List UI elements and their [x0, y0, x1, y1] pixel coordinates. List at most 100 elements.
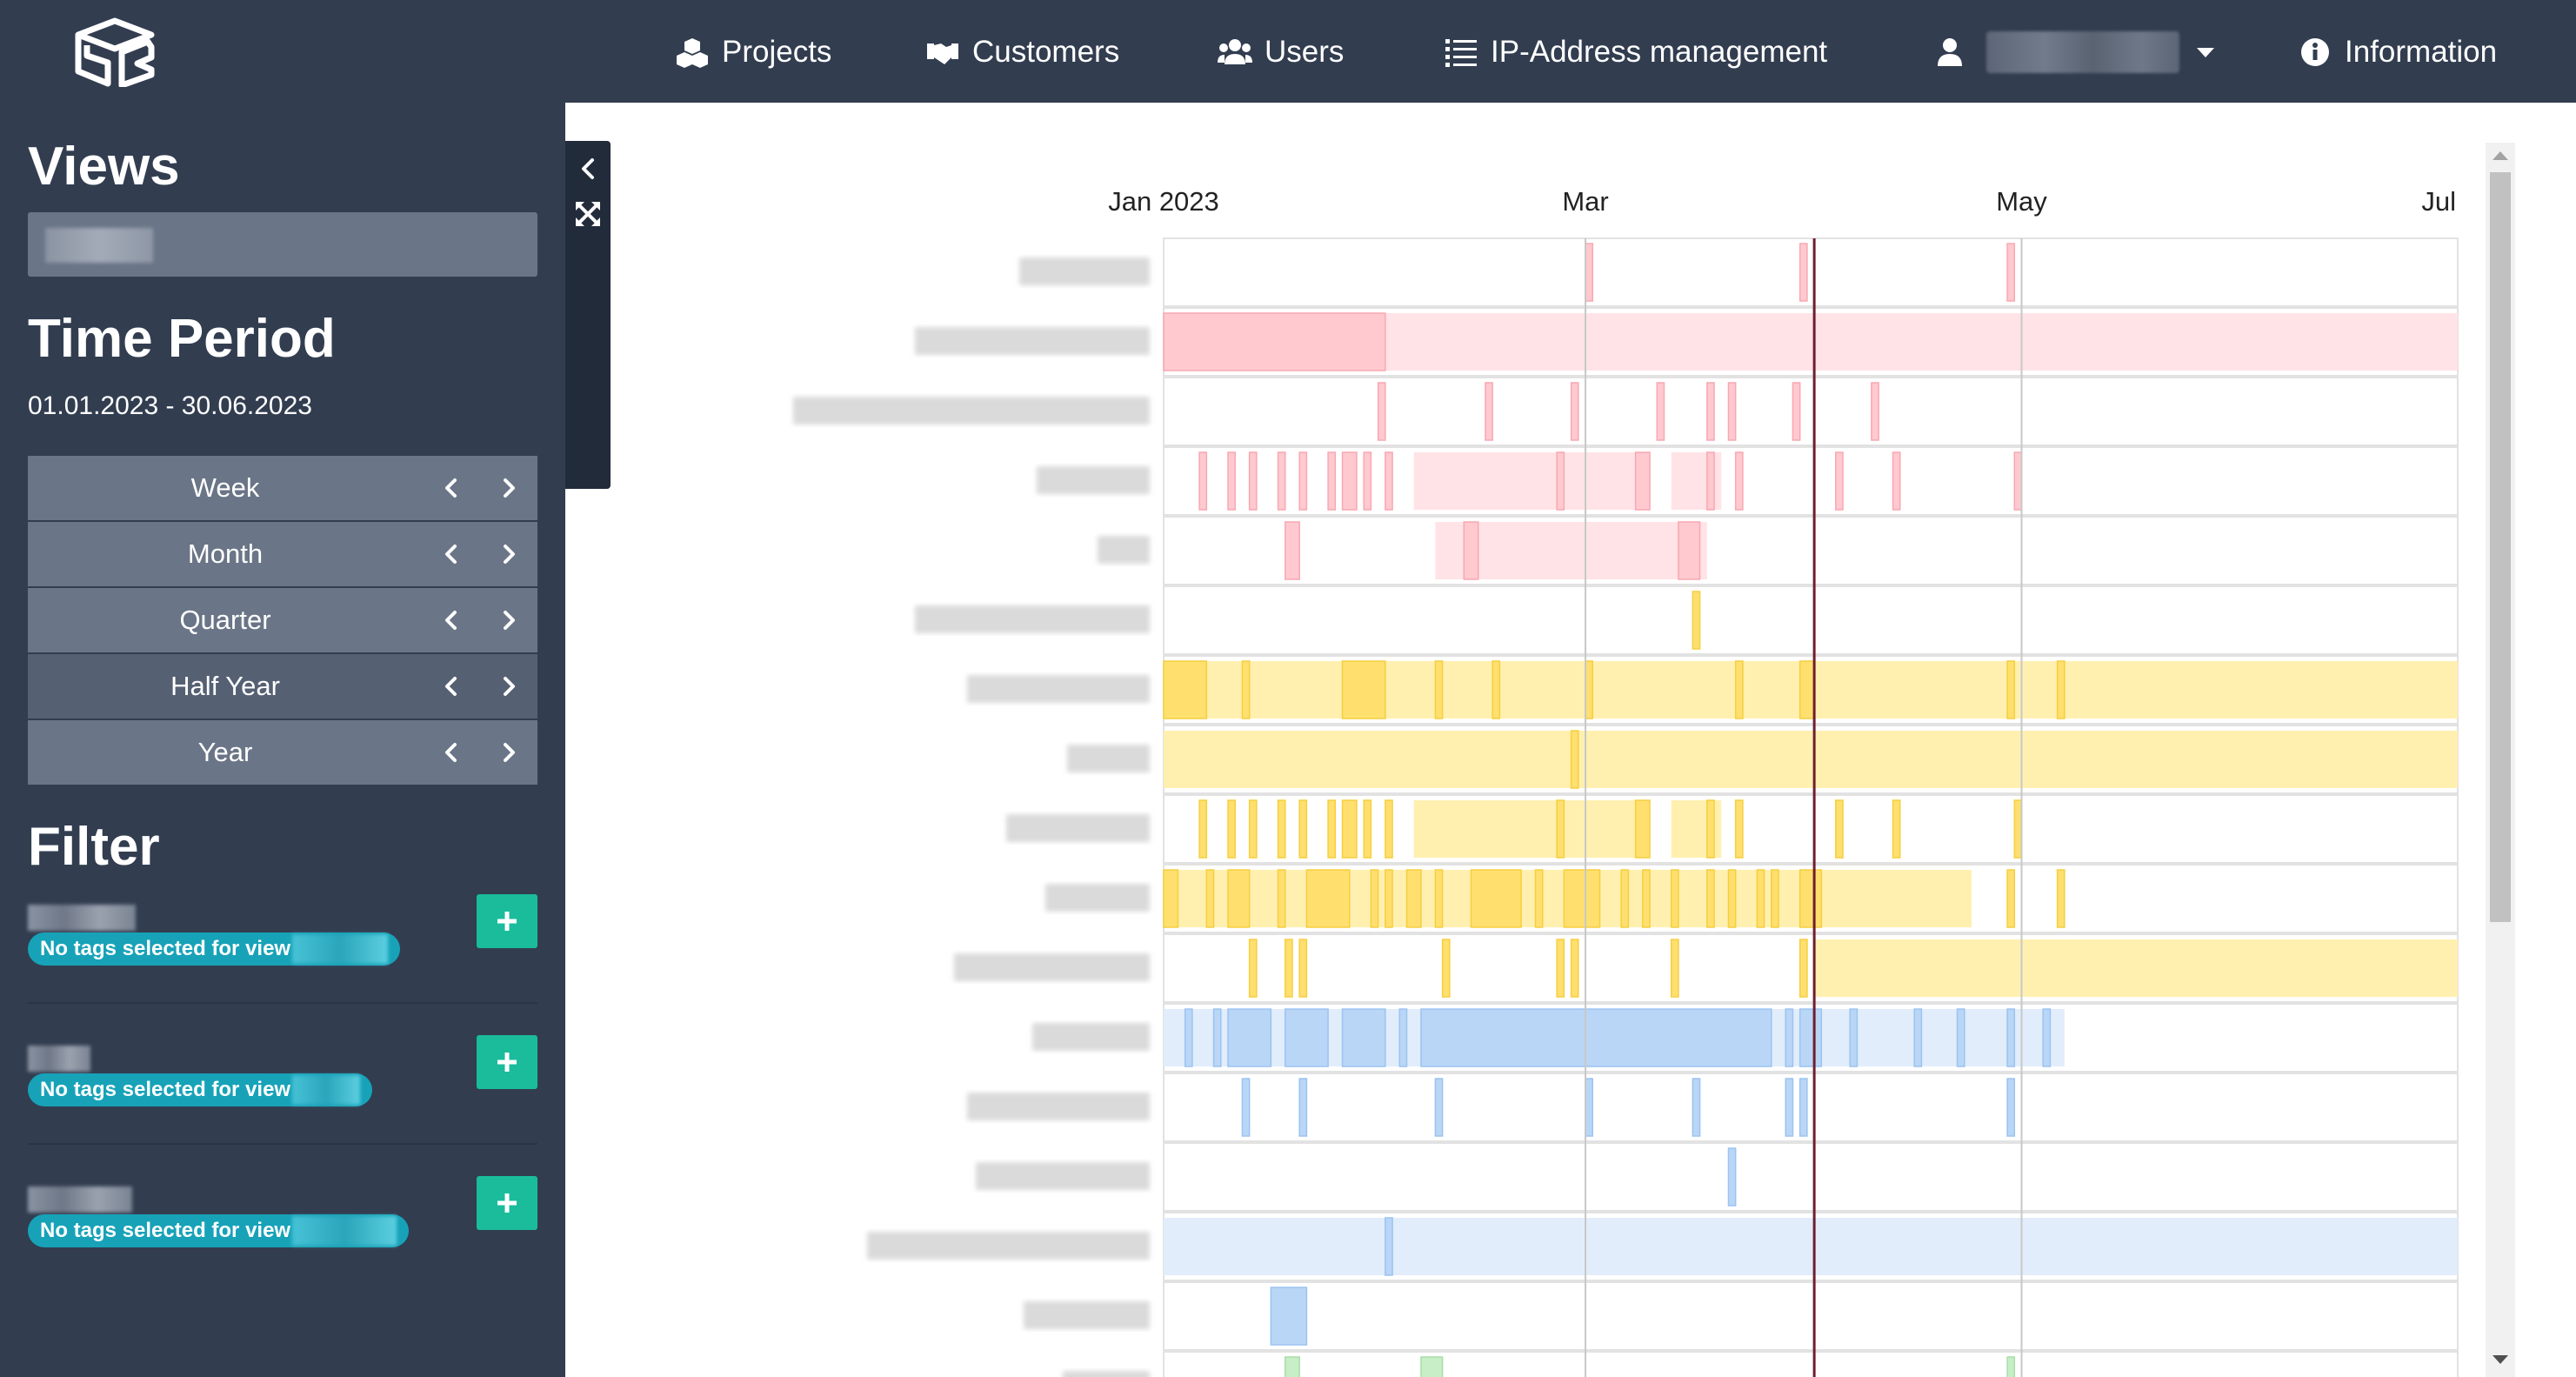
period-half-year-label[interactable]: Half Year	[170, 671, 280, 701]
views-select[interactable]	[28, 212, 537, 277]
timeline-event-bar	[1706, 382, 1715, 441]
timeline-event-bar	[1892, 799, 1901, 859]
timeline-scrollbar[interactable]	[2486, 143, 2515, 1377]
app-logo-icon[interactable]	[73, 17, 157, 87]
period-week-prev-button[interactable]	[423, 456, 480, 520]
period-week[interactable]: Week	[28, 456, 537, 520]
filter-tag-redacted	[292, 934, 389, 964]
timeline-event-bar	[1227, 451, 1236, 511]
add-filter-button[interactable]	[477, 1176, 537, 1230]
chevron-left-icon	[445, 545, 457, 564]
period-month-label[interactable]: Month	[187, 538, 264, 569]
filter-name-redacted	[28, 905, 136, 931]
timeline-event-bar	[1285, 1008, 1329, 1067]
timeline-event-bar	[2006, 869, 2016, 928]
timeline-event-bar	[1727, 1147, 1737, 1207]
period-month-next-button[interactable]	[480, 522, 537, 586]
period-half-year[interactable]: Half Year	[28, 654, 537, 719]
filter-tag-badge[interactable]: No tags selected for view	[28, 932, 401, 966]
timeline-event-bar	[2006, 1078, 2016, 1137]
filter-name-redacted	[28, 1046, 90, 1072]
timeline-event-bar	[1785, 1078, 1794, 1137]
filter-name-redacted	[28, 1186, 132, 1213]
timeline-event-bar	[1270, 1287, 1308, 1346]
timeline-event-bar	[1205, 869, 1215, 928]
timeline-event-bar	[2006, 243, 2016, 302]
period-year-prev-button[interactable]	[423, 720, 480, 785]
filter-tag-text: No tags selected for view	[40, 1219, 291, 1242]
timeline-event-bar	[1385, 451, 1393, 511]
timeline-event-bar	[1785, 1008, 1794, 1067]
nav-ip-management[interactable]: IP-Address management	[1444, 31, 1827, 73]
timeline-event-bar	[1241, 1078, 1251, 1137]
period-quarter-prev-button[interactable]	[423, 588, 480, 652]
timeline-event-bar	[1184, 1008, 1193, 1067]
chevron-right-icon	[504, 611, 515, 630]
period-week-label[interactable]: Week	[190, 472, 260, 503]
scroll-down-arrow-icon[interactable]	[2493, 1355, 2508, 1364]
timeline-event-bar	[1492, 660, 1501, 719]
collapse-sidebar-button[interactable]	[572, 153, 604, 184]
timeline-band	[1164, 1218, 2458, 1275]
fullscreen-button[interactable]	[572, 198, 604, 230]
chevron-left-icon	[445, 478, 457, 498]
nav-users[interactable]: Users	[1218, 31, 1344, 73]
period-year-next-button[interactable]	[480, 720, 537, 785]
timeline-event-bar	[1734, 451, 1744, 511]
scrollbar-thumb[interactable]	[2490, 172, 2511, 922]
timeline-row-frame	[1163, 585, 2459, 655]
nav-customers[interactable]: Customers	[925, 31, 1119, 73]
filter-group: No tags selected for view	[28, 1035, 537, 1171]
scroll-up-arrow-icon[interactable]	[2493, 151, 2508, 160]
row-label-redacted	[867, 1232, 1150, 1260]
timeline-event-bar	[1434, 1078, 1444, 1137]
plus-icon	[497, 1053, 517, 1072]
timeline-event-bar	[1727, 869, 1737, 928]
period-week-next-button[interactable]	[480, 456, 537, 520]
timeline-event-bar	[2013, 451, 2023, 511]
timeline-row-frame	[1163, 446, 2459, 516]
chevron-right-icon	[504, 677, 515, 696]
period-quarter-next-button[interactable]	[480, 588, 537, 652]
timeline-event-bar	[1706, 799, 1715, 859]
timeline-event-bar	[2006, 1356, 2016, 1377]
timeline-event-bar	[1241, 660, 1251, 719]
period-half-year-next-button[interactable]	[480, 654, 537, 719]
nav-customers-label: Customers	[972, 35, 1120, 69]
nav-information[interactable]: Information	[2298, 31, 2497, 73]
user-menu-dropdown[interactable]	[1932, 31, 2214, 73]
chevron-left-icon	[445, 677, 457, 696]
period-year[interactable]: Year	[28, 720, 537, 785]
filter-tag-badge[interactable]: No tags selected for view	[28, 1214, 410, 1247]
period-year-label[interactable]: Year	[197, 737, 253, 767]
timeline-event-bar	[1956, 1008, 1965, 1067]
nav-ip-label: IP-Address management	[1491, 35, 1828, 69]
timeline-event-bar	[1385, 1217, 1393, 1276]
filter-tag-text: No tags selected for view	[40, 1078, 291, 1101]
timeline-event-bar	[1634, 799, 1651, 859]
timeline-event-bar	[1871, 382, 1879, 441]
timeline-event-bar	[1585, 1078, 1594, 1137]
timeline-axis-label: May	[1996, 186, 2047, 217]
timeline-event-bar	[2042, 1008, 2052, 1067]
nav-projects[interactable]: Projects	[675, 31, 831, 73]
period-half-year-prev-button[interactable]	[423, 654, 480, 719]
timeline-event-bar	[1642, 869, 1651, 928]
timeline-event-bar	[1198, 451, 1208, 511]
period-month-prev-button[interactable]	[423, 522, 480, 586]
timeline-chart: Jan 2023 Mar May Jul	[793, 186, 2459, 1377]
add-filter-button[interactable]	[477, 894, 537, 948]
timeline-event-bar	[2056, 660, 2065, 719]
period-quarter[interactable]: Quarter	[28, 588, 537, 652]
timeline-event-bar	[1363, 799, 1372, 859]
period-quarter-label[interactable]: Quarter	[179, 605, 271, 635]
row-label-redacted	[1037, 466, 1150, 494]
timeline-event-bar	[1570, 730, 1579, 789]
timeline-event-bar	[1285, 1356, 1300, 1377]
period-month[interactable]: Month	[28, 522, 537, 586]
timeline-event-bar	[1913, 1008, 1923, 1067]
add-filter-button[interactable]	[477, 1035, 537, 1089]
row-label-redacted	[1045, 884, 1150, 912]
filter-tag-badge[interactable]: No tags selected for view	[28, 1073, 373, 1106]
time-period-heading: Time Period	[28, 309, 336, 369]
